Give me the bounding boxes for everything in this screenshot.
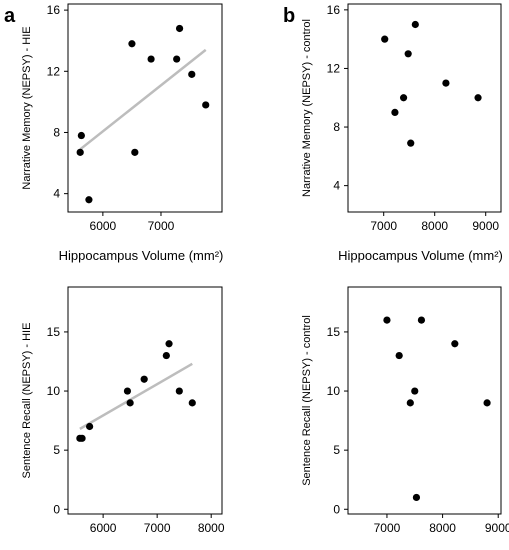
plot-frame (347, 3, 502, 213)
data-point (173, 55, 181, 63)
plot-frame (67, 286, 223, 515)
y-tick-label: 10 (47, 384, 61, 398)
data-point (175, 387, 183, 395)
data-point (123, 387, 132, 395)
data-point (128, 40, 136, 48)
data-point (76, 148, 84, 156)
y-tick-label: 8 (53, 125, 60, 139)
y-axis-label: Sentence Recall (NEPSY) - control (301, 315, 313, 486)
data-point (202, 101, 210, 109)
charts-group: 6000 7000 4 8 12 16 Hippocampus Volume (mm²) Na… (21, 3, 509, 535)
data-point (162, 351, 170, 360)
data-point (406, 399, 414, 407)
data-point (175, 24, 184, 33)
x-tick-label: 9000 (472, 219, 499, 233)
x-tick-label: 7000 (370, 219, 397, 233)
data-point (417, 316, 426, 324)
data-point (78, 434, 86, 442)
panel-letter-b: b (283, 5, 295, 27)
y-tick-label: 10 (327, 384, 341, 398)
x-tick-label: 8000 (429, 521, 456, 535)
x-tick-label: 6000 (90, 219, 117, 233)
x-tick-label: 7000 (148, 219, 175, 233)
data-point (442, 79, 450, 87)
data-point (77, 131, 85, 140)
data-point (126, 399, 134, 407)
data-point (147, 55, 155, 63)
data-point (474, 94, 482, 102)
y-axis-label: Narrative Memory (NEPSY) - control (301, 19, 313, 197)
x-tick-label: 8000 (421, 219, 448, 233)
y-tick-label: 16 (327, 3, 341, 17)
y-tick-label: 5 (333, 443, 340, 457)
data-point (451, 340, 459, 348)
x-tick-label: 9000 (485, 521, 509, 535)
data-point (404, 50, 412, 58)
y-tick-label: 5 (53, 443, 60, 457)
data-point (86, 422, 94, 431)
data-point (412, 493, 421, 502)
chart-3: 600070008000051015Hippocampus Volume (mm… (21, 286, 225, 535)
data-point (391, 108, 399, 116)
y-tick-label: 4 (333, 179, 340, 193)
y-axis-label: Sentence Recall (NEPSY) - HIE (21, 323, 33, 479)
y-tick-label: 16 (47, 3, 61, 17)
trend-line (79, 48, 207, 151)
data-point (411, 387, 419, 395)
y-tick-label: 0 (333, 502, 340, 516)
data-point (188, 399, 196, 407)
data-point (411, 20, 419, 29)
x-tick-label: 6000 (90, 521, 117, 535)
x-axis-label: Hippocampus Volume (mm²) (338, 248, 503, 263)
chart-1: 6000 7000 4 8 12 16 Hippocampus Volume (mm²) Na… (21, 3, 223, 263)
data-point (395, 351, 403, 360)
y-tick-label: 12 (47, 64, 61, 78)
y-tick-label: 12 (327, 61, 341, 75)
chart-4: 700080009000051015Hippocampus Volume (mm… (301, 286, 509, 535)
data-point (140, 375, 148, 383)
data-point (407, 139, 415, 147)
data-point (383, 316, 391, 324)
plot-frame (67, 3, 223, 213)
data-point (399, 94, 408, 102)
data-point (381, 35, 389, 43)
data-point (165, 340, 173, 348)
y-tick-label: 15 (47, 325, 61, 339)
y-tick-label: 15 (327, 325, 341, 339)
x-tick-label: 7000 (144, 521, 171, 535)
data-point (131, 148, 139, 156)
data-point (483, 399, 491, 407)
x-axis-label: Hippocampus Volume (mm²) (59, 248, 224, 263)
data-point (85, 196, 93, 204)
chart-2: 7000 8000 9000 4 8 12 16 Hippocampus Volume (mm… (301, 3, 503, 263)
y-axis-label: Narrative Memory (NEPSY) - HIE (21, 26, 33, 189)
trend-line (79, 362, 193, 430)
y-tick-label: 0 (53, 502, 60, 516)
plot-frame (347, 286, 502, 515)
x-tick-label: 8000 (198, 521, 225, 535)
x-tick-label: 7000 (374, 521, 401, 535)
y-tick-label: 8 (333, 120, 340, 134)
y-tick-label: 4 (53, 187, 60, 201)
panel-letter-a: a (4, 5, 16, 27)
data-point (188, 70, 196, 78)
